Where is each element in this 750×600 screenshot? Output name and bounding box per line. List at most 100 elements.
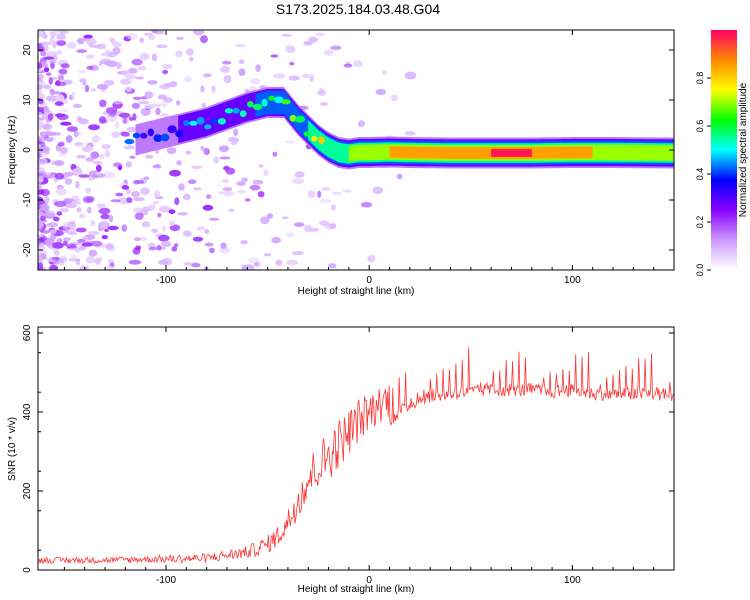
spectrogram-noise-blob bbox=[39, 131, 46, 137]
spectrogram-ridge-bead bbox=[204, 124, 212, 130]
spectrogram-noise-blob bbox=[87, 206, 92, 214]
spectrogram-noise-blob bbox=[38, 266, 44, 270]
spectrogram-noise-blob bbox=[169, 81, 178, 88]
spectrogram-noise-blob bbox=[152, 164, 162, 169]
spectrogram-noise-blob bbox=[104, 150, 111, 158]
spectrogram-noise-blob bbox=[107, 259, 114, 264]
spectrogram-noise-blob bbox=[75, 227, 87, 233]
spectrogram-noise-blob bbox=[174, 197, 180, 206]
colorbar: 0.0 0.2 0.4 0.6 0.8 Normalized spectral ampl… bbox=[695, 30, 749, 276]
spectrogram-noise-blob bbox=[307, 190, 316, 199]
spectrogram-noise-blob bbox=[140, 187, 150, 196]
spectrogram-noise-blob bbox=[78, 174, 90, 178]
spectrogram-noise-blob bbox=[38, 171, 47, 179]
spectrogram-noise-blob bbox=[122, 117, 128, 124]
spectrogram-noise-blob bbox=[200, 35, 208, 44]
spectrogram-noise-blob bbox=[66, 243, 77, 249]
spectrogram-noise-blob bbox=[133, 180, 145, 184]
spectrogram-noise-blob bbox=[38, 107, 44, 113]
spectrogram-noise-blob bbox=[238, 59, 245, 65]
spectrogram-noise-blob bbox=[60, 63, 70, 69]
spectrogram-noise-blob bbox=[44, 131, 56, 137]
spectrogram-ridge-band bbox=[491, 149, 532, 157]
spectrogram-noise-blob bbox=[120, 131, 130, 137]
spectrogram-noise-blob bbox=[58, 256, 68, 263]
spectrogram-noise-blob bbox=[52, 40, 57, 49]
spectrogram-noise-blob bbox=[177, 212, 189, 216]
spectrogram-noise-blob bbox=[228, 208, 235, 213]
spectrogram-noise-blob bbox=[233, 128, 239, 137]
spectrogram-noise-blob bbox=[95, 171, 103, 176]
spectrogram-noise-blob bbox=[85, 187, 92, 194]
snr-x-tick-label: 100 bbox=[564, 575, 581, 586]
spectrogram-noise-blob bbox=[161, 257, 173, 266]
spectrogram-noise-blob bbox=[90, 220, 96, 226]
spectrogram-noise-blob bbox=[176, 100, 181, 106]
spectrogram-noise-blob bbox=[76, 132, 82, 136]
spectrogram-noise-blob bbox=[110, 109, 117, 118]
spectrogram-noise-blob bbox=[75, 258, 81, 266]
spectrogram-noise-blob bbox=[59, 30, 69, 34]
spectrogram-ridge-bead bbox=[268, 95, 276, 101]
spectrogram-noise-blob bbox=[203, 148, 210, 156]
spectrogram-noise-blob bbox=[101, 235, 109, 240]
spectrogram-noise-blob bbox=[38, 83, 43, 90]
spectrogram-noise-blob bbox=[38, 115, 41, 122]
spectrogram-noise-blob bbox=[342, 189, 352, 193]
spectrogram-noise-blob bbox=[303, 41, 313, 46]
colorbar-tick-label: 0.0 bbox=[695, 264, 705, 277]
spectrogram-noise-blob bbox=[149, 203, 156, 211]
spectrogram-noise-blob bbox=[159, 205, 171, 213]
spectrogram-noise-blob bbox=[285, 140, 295, 144]
spectrogram-noise-blob bbox=[118, 112, 131, 118]
spectrogram-noise-blob bbox=[109, 214, 114, 223]
spectrogram-ridge-bead bbox=[124, 138, 135, 145]
spectrogram-noise-blob bbox=[396, 173, 403, 180]
spectrogram-ridge-bead bbox=[311, 135, 318, 142]
spectrogram-noise-blob bbox=[131, 58, 143, 66]
spectrogram-noise-blob bbox=[38, 30, 45, 38]
spectrogram-noise-blob bbox=[236, 181, 246, 186]
spectrogram-noise-blob bbox=[115, 192, 124, 197]
spectrogram-noise-blob bbox=[258, 164, 264, 168]
spectrogram-noise-blob bbox=[404, 131, 416, 136]
spectrogram-noise-blob bbox=[281, 216, 289, 220]
spectrogram-noise-blob bbox=[105, 245, 116, 252]
spectrogram-noise-blob bbox=[98, 207, 111, 215]
spectrogram-noise-blob bbox=[40, 188, 50, 197]
spectrogram-noise-blob bbox=[285, 232, 295, 238]
spectrogram-noise-blob bbox=[151, 228, 159, 233]
spectrogram-noise-blob bbox=[156, 44, 168, 49]
spectrogram-noise-blob bbox=[185, 48, 194, 56]
colorbar-tick-label: 0.2 bbox=[695, 216, 705, 229]
spectrogram-noise-blob bbox=[130, 190, 141, 198]
spectrogram-noise-blob bbox=[138, 100, 150, 105]
spectrogram-noise-blob bbox=[321, 187, 331, 191]
spectrogram-noise-blob bbox=[281, 33, 293, 37]
spectrogram-noise-blob bbox=[375, 89, 387, 96]
spectrogram-noise-blob bbox=[144, 91, 154, 99]
colorbar-gradient bbox=[711, 30, 737, 270]
spectrogram-noise-blob bbox=[54, 113, 65, 118]
spectrogram-noise-blob bbox=[42, 123, 53, 131]
spectrogram-noise-blob bbox=[224, 190, 234, 197]
spectrogram-noise-blob bbox=[372, 186, 384, 195]
spectrogram-noise-blob bbox=[43, 84, 52, 90]
spectrogram-noise-blob bbox=[100, 58, 112, 65]
spectrogram-noise-blob bbox=[40, 61, 48, 68]
spectrogram-noise-blob bbox=[285, 45, 296, 53]
spectrogram-noise-blob bbox=[241, 177, 248, 183]
spectrogram-noise-blob bbox=[253, 261, 261, 267]
spectrogram-noise-blob bbox=[121, 224, 128, 232]
spectrogram-noise-blob bbox=[220, 242, 227, 250]
spectrogram-noise-blob bbox=[120, 197, 127, 205]
spectrogram-noise-blob bbox=[64, 173, 72, 178]
spectrogram-noise-blob bbox=[171, 246, 178, 252]
spectrogram-noise-blob bbox=[65, 178, 73, 185]
spectrogram-noise-blob bbox=[139, 37, 145, 43]
spectrogram-noise-blob bbox=[84, 84, 90, 93]
spectrogram-noise-blob bbox=[72, 103, 83, 109]
spectrogram-noise-blob bbox=[104, 228, 109, 232]
spectrogram-noise-blob bbox=[133, 197, 145, 202]
